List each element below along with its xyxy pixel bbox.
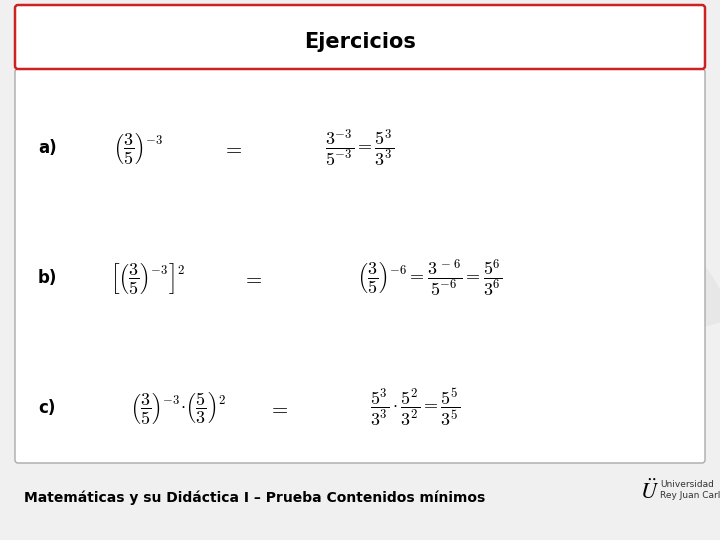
- Text: $=$: $=$: [222, 138, 243, 158]
- Text: $Ü$: $Ü$: [641, 478, 660, 502]
- Text: $=$: $=$: [242, 268, 262, 288]
- Text: Matemáticas y su Didáctica I – Prueba Contenidos mínimos: Matemáticas y su Didáctica I – Prueba Co…: [24, 491, 485, 505]
- Text: $\dfrac{3^{-3}}{5^{-3}} = \dfrac{5^{3}}{3^{3}}$: $\dfrac{3^{-3}}{5^{-3}} = \dfrac{5^{3}}{…: [325, 127, 395, 168]
- Text: a): a): [38, 139, 57, 157]
- Text: $\left(\dfrac{3}{5}\right)^{-6} = \dfrac{3^{\,-6}}{5^{-6}} = \dfrac{5^{6}}{3^{6}: $\left(\dfrac{3}{5}\right)^{-6} = \dfrac…: [357, 257, 503, 299]
- Circle shape: [550, 116, 594, 160]
- Text: Universidad
Rey Juan Carlos: Universidad Rey Juan Carlos: [660, 480, 720, 500]
- Circle shape: [514, 116, 558, 160]
- Text: c): c): [38, 399, 55, 417]
- Text: Ejercicios: Ejercicios: [304, 32, 416, 52]
- FancyBboxPatch shape: [15, 69, 705, 463]
- Circle shape: [586, 116, 630, 160]
- Text: $=$: $=$: [268, 398, 288, 418]
- Text: $\left(\dfrac{3}{5}\right)^{-3}$: $\left(\dfrac{3}{5}\right)^{-3}$: [113, 130, 163, 166]
- FancyBboxPatch shape: [15, 5, 705, 69]
- Text: $\dfrac{5^{3}}{3^{3}}\cdot\dfrac{5^{2}}{3^{2}} = \dfrac{5^{5}}{3^{5}}$: $\dfrac{5^{3}}{3^{3}}\cdot\dfrac{5^{2}}{…: [370, 387, 460, 429]
- Text: b): b): [38, 269, 58, 287]
- Bar: [530, 166, 626, 196]
- Text: $\left(\dfrac{3}{5}\right)^{-3}\!\cdot\!\left(\dfrac{5}{3}\right)^{2}$: $\left(\dfrac{3}{5}\right)^{-3}\!\cdot\!…: [130, 389, 226, 427]
- Text: $\left[\left(\dfrac{3}{5}\right)^{-3}\right]^{2}$: $\left[\left(\dfrac{3}{5}\right)^{-3}\ri…: [110, 260, 186, 296]
